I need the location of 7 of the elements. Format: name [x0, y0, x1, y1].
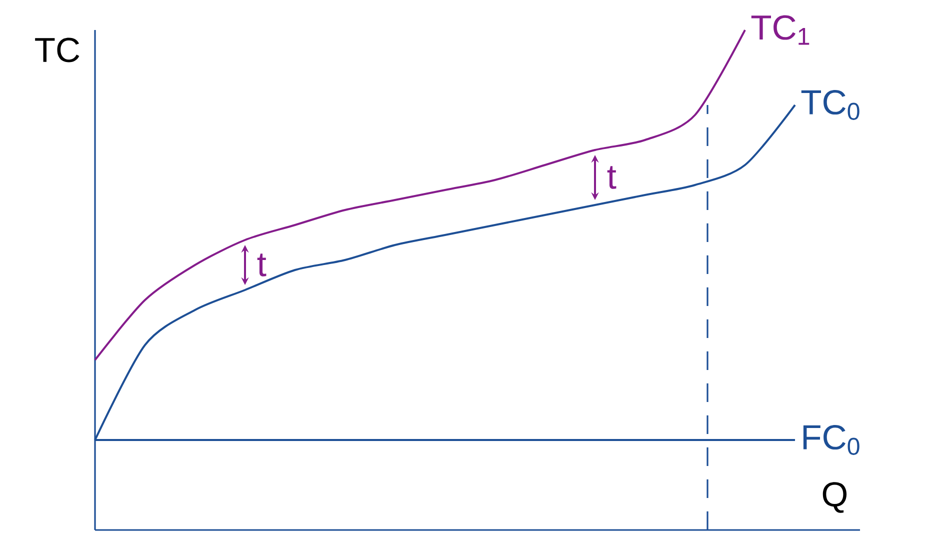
y-axis-title: TC: [35, 38, 80, 62]
annotation: t: [607, 166, 616, 189]
series-label: TC$_{1}$: [751, 15, 810, 45]
annotation: t: [257, 254, 266, 276]
series-label: FC$_{0}$: [803, 425, 860, 455]
x-axis-title: Q: [822, 482, 847, 513]
series-label: TC$_{0}$: [801, 90, 860, 120]
